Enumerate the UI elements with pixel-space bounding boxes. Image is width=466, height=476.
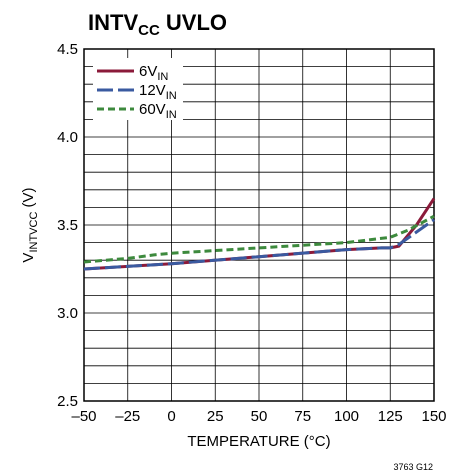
x-tick-label: 25 xyxy=(207,408,224,425)
y-axis-label-sub: INTVCC xyxy=(28,212,40,253)
legend-60vin-main: 60V xyxy=(139,101,166,118)
y-axis-label-main: V xyxy=(20,253,37,263)
x-tick-label: 100 xyxy=(334,408,359,425)
x-tick-label: 0 xyxy=(167,408,175,425)
y-tick-label: 3.0 xyxy=(57,305,78,322)
legend-label-6vin: 6VIN xyxy=(139,63,168,83)
x-tick-labels: –50 –25 0 25 50 75 100 125 150 xyxy=(71,408,446,425)
series-line-12vin xyxy=(83,218,435,271)
y-tick-label: 3.5 xyxy=(57,217,78,234)
legend-12vin-sub: IN xyxy=(166,90,177,102)
x-tick-label: 50 xyxy=(251,408,268,425)
chart-title-rest: UVLO xyxy=(160,10,227,35)
chart-title-sub: CC xyxy=(138,22,160,39)
grid-lines xyxy=(84,49,434,401)
legend-60vin-sub: IN xyxy=(166,109,177,121)
x-tick-label: –50 xyxy=(71,408,96,425)
figure-code: 3763 G12 xyxy=(393,462,433,472)
legend: 6VIN 12VIN 60VIN xyxy=(93,58,183,121)
x-tick-label: 150 xyxy=(421,408,446,425)
chart-title: INTVCC UVLO xyxy=(88,10,227,39)
y-axis-label: VINTVCC (V) xyxy=(20,187,40,262)
series-line-60vin xyxy=(83,214,435,264)
legend-6vin-sub: IN xyxy=(157,71,168,83)
y-tick-label: 4.5 xyxy=(57,41,78,58)
y-tick-labels: 2.5 3.0 3.5 4.0 4.5 xyxy=(57,41,78,410)
x-axis-label: TEMPERATURE (°C) xyxy=(187,433,330,450)
y-tick-label: 4.0 xyxy=(57,129,78,146)
x-tick-label: 75 xyxy=(294,408,311,425)
legend-label-60vin: 60VIN xyxy=(139,101,177,121)
legend-label-12vin: 12VIN xyxy=(139,82,177,102)
legend-6vin-main: 6V xyxy=(139,63,157,80)
legend-12vin-main: 12V xyxy=(139,82,166,99)
series-lines xyxy=(83,197,436,271)
y-tick-label: 2.5 xyxy=(57,393,78,410)
chart-title-main: INTV xyxy=(88,10,138,35)
plot-frame xyxy=(83,48,435,402)
x-tick-label: –25 xyxy=(115,408,140,425)
y-axis-label-rest: (V) xyxy=(20,187,37,211)
x-tick-label: 125 xyxy=(378,408,403,425)
